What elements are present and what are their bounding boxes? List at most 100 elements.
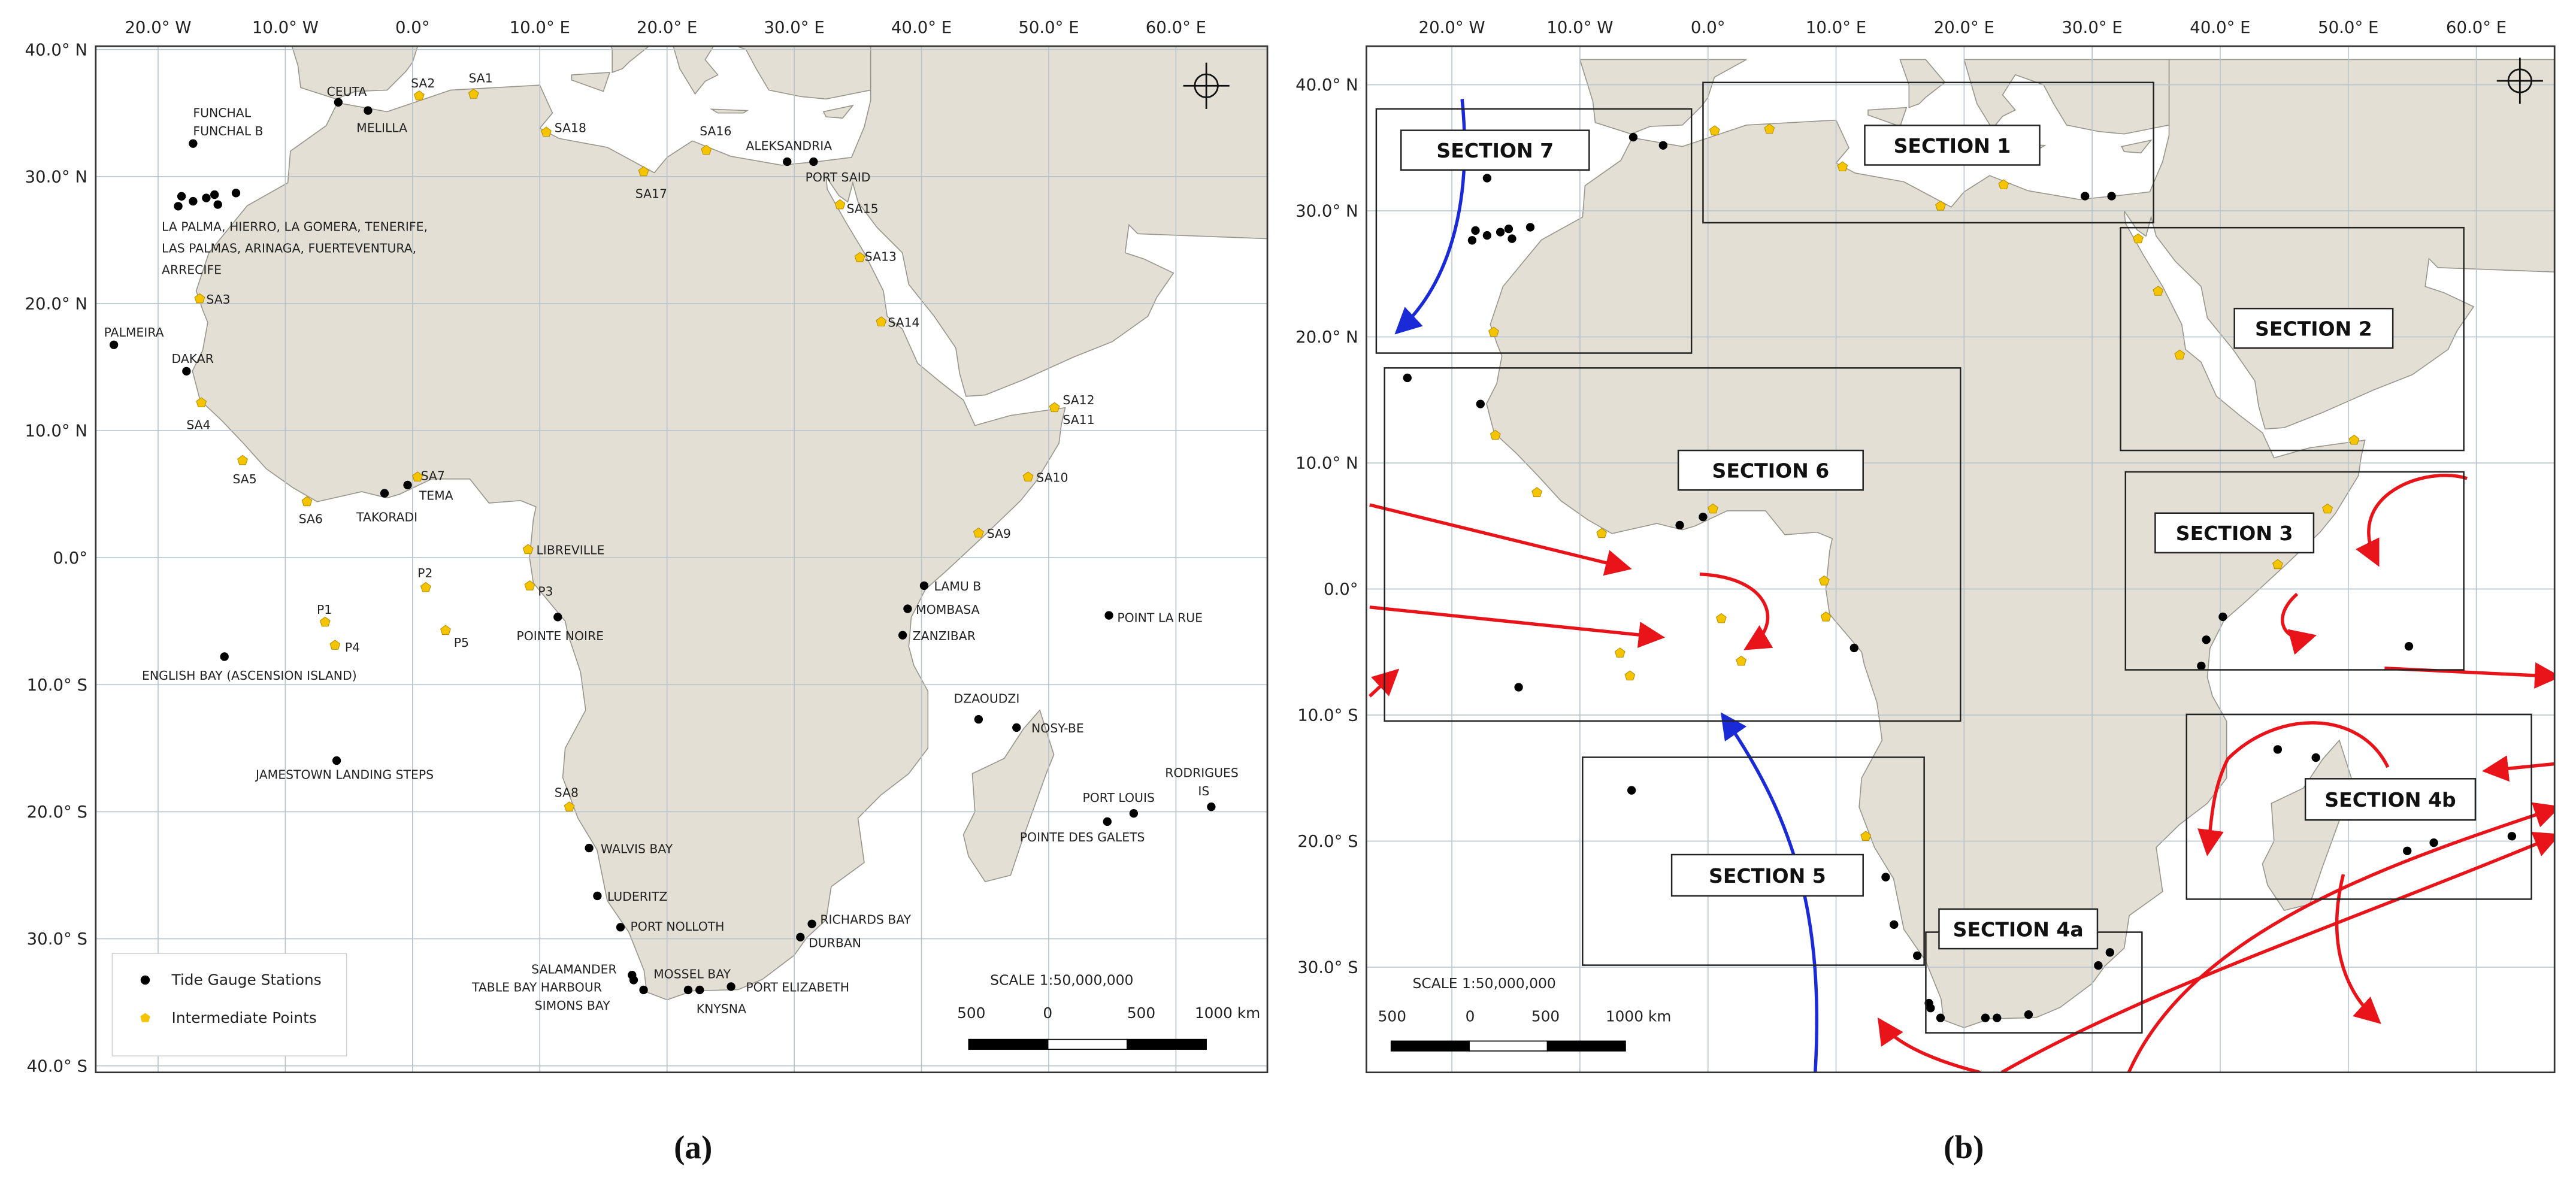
scale-label: 1000 km (1606, 1007, 1671, 1025)
land (822, 104, 855, 119)
section-label: SECTION 4a (1953, 917, 2084, 941)
x-tick-label: 10.0° W (1546, 18, 1613, 37)
y-tick-label: 30.0° S (1297, 958, 1358, 977)
tide-gauge (2403, 846, 2412, 856)
tide-gauge (1627, 786, 1636, 795)
tide-gauge (616, 923, 625, 932)
intermediate-point (2272, 559, 2283, 570)
tide-gauge (220, 652, 229, 661)
station-label: FUNCHAL B (193, 124, 263, 138)
tide-gauge (903, 604, 912, 613)
tide-gauge (177, 192, 186, 201)
tide-gauge (1890, 920, 1899, 929)
station-label: SA14 (888, 315, 919, 329)
section-label-box (1938, 908, 2099, 950)
land (571, 72, 611, 92)
intermediate-point (1715, 613, 1727, 623)
tide-gauge (182, 367, 191, 376)
station-label: DAKAR (172, 352, 214, 366)
tide-gauge (2024, 1010, 2033, 1019)
station-label: SA11 (1063, 413, 1094, 427)
section-box (1375, 108, 1693, 354)
tide-gauge (1993, 1013, 2002, 1022)
section-label-box (2233, 307, 2394, 349)
tide-gauge (796, 932, 805, 941)
legend-box (111, 953, 347, 1056)
scale-label: 500 (1378, 1007, 1406, 1025)
current-arrow (1369, 668, 1400, 698)
tide-gauge (1508, 234, 1516, 243)
map-a-frame (95, 45, 1269, 1074)
section-label: SECTION 5 (1709, 864, 1826, 888)
tide-gauge (1699, 513, 1708, 522)
intermediate-point (854, 252, 865, 262)
section-label: SECTION 3 (2176, 522, 2293, 545)
station-label: CEUTA (327, 84, 367, 99)
intermediate-point (329, 640, 341, 650)
station-label: POINTE NOIRE (516, 629, 604, 643)
current-arrow (1369, 503, 1632, 576)
intermediate-point (1488, 326, 1499, 337)
tide-gauge (2107, 192, 2116, 201)
intermediate-point (1935, 200, 1946, 211)
station-label: MELILLA (356, 120, 407, 135)
section-box (2185, 713, 2532, 900)
scale-bar-segment (968, 1038, 1049, 1050)
scale-bar-segment (1390, 1040, 1470, 1052)
tide-gauge (783, 157, 792, 166)
tide-gauge (629, 976, 638, 985)
x-tick-label: 40.0° E (2190, 18, 2250, 37)
tide-gauge (1476, 399, 1485, 408)
current-arrow (2281, 592, 2317, 655)
y-tick-label: 30.0° N (25, 167, 87, 186)
section-label: SECTION 2 (2255, 317, 2372, 341)
tide-gauge (2081, 192, 2090, 201)
y-tick-label: 30.0° S (27, 929, 87, 949)
x-tick-label: 10.0° E (1806, 18, 1866, 37)
tide-gauge (695, 985, 704, 995)
legend-dot (140, 975, 150, 985)
intermediate-point (524, 580, 535, 590)
tide-gauge (1012, 723, 1021, 732)
intermediate-point (1624, 670, 1636, 681)
x-tick-label: 0.0° (395, 18, 430, 37)
x-tick-label: 60.0° E (2446, 18, 2507, 37)
tide-gauge (231, 189, 241, 198)
compass (1183, 57, 2543, 109)
tide-gauge (898, 631, 907, 640)
scale-label: 500 (1127, 1004, 1155, 1022)
intermediate-point (638, 166, 649, 177)
station-label: LA PALMA, HIERRO, LA GOMERA, TENERIFE, (162, 220, 428, 234)
tide-gauge (683, 985, 693, 995)
x-tick-label: 50.0° E (1018, 18, 1079, 37)
station-label: WALVIS BAY (601, 841, 673, 856)
station-label: P5 (454, 635, 469, 650)
intermediate-point (1531, 487, 1542, 497)
scale-label: 500 (1531, 1007, 1560, 1025)
station-label: SA4 (186, 417, 210, 432)
station-label: RICHARDS BAY (820, 913, 911, 927)
section-label: SECTION 6 (1712, 459, 1830, 483)
intermediate-point (1820, 611, 1832, 622)
tide-gauge (974, 714, 983, 724)
land (1899, 59, 1946, 108)
section-box (1384, 367, 1961, 722)
station-label: PORT SAID (806, 170, 871, 184)
tide-gauge (1936, 1013, 1945, 1022)
station-label: ZANZIBAR (913, 629, 976, 643)
station-label: SA10 (1036, 470, 1068, 484)
intermediate-point (1596, 528, 1608, 538)
station-label: SIMONS BAY (535, 998, 611, 1013)
y-tick-label: 40.0° N (1295, 75, 1358, 95)
station-label: P1 (317, 602, 332, 617)
station-label: SA9 (987, 526, 1011, 541)
tide-gauge (332, 756, 341, 765)
tide-gauge (1658, 141, 1668, 150)
current-arrow (2127, 802, 2555, 1073)
station-label: FUNCHAL (193, 106, 251, 120)
intermediate-point (1736, 655, 1747, 666)
station-label: LAS PALMAS, ARINAGA, FUERTEVENTURA, (162, 241, 416, 256)
station-label: P4 (345, 640, 360, 655)
station-label: SA16 (700, 124, 731, 138)
section-box (1702, 81, 2154, 224)
